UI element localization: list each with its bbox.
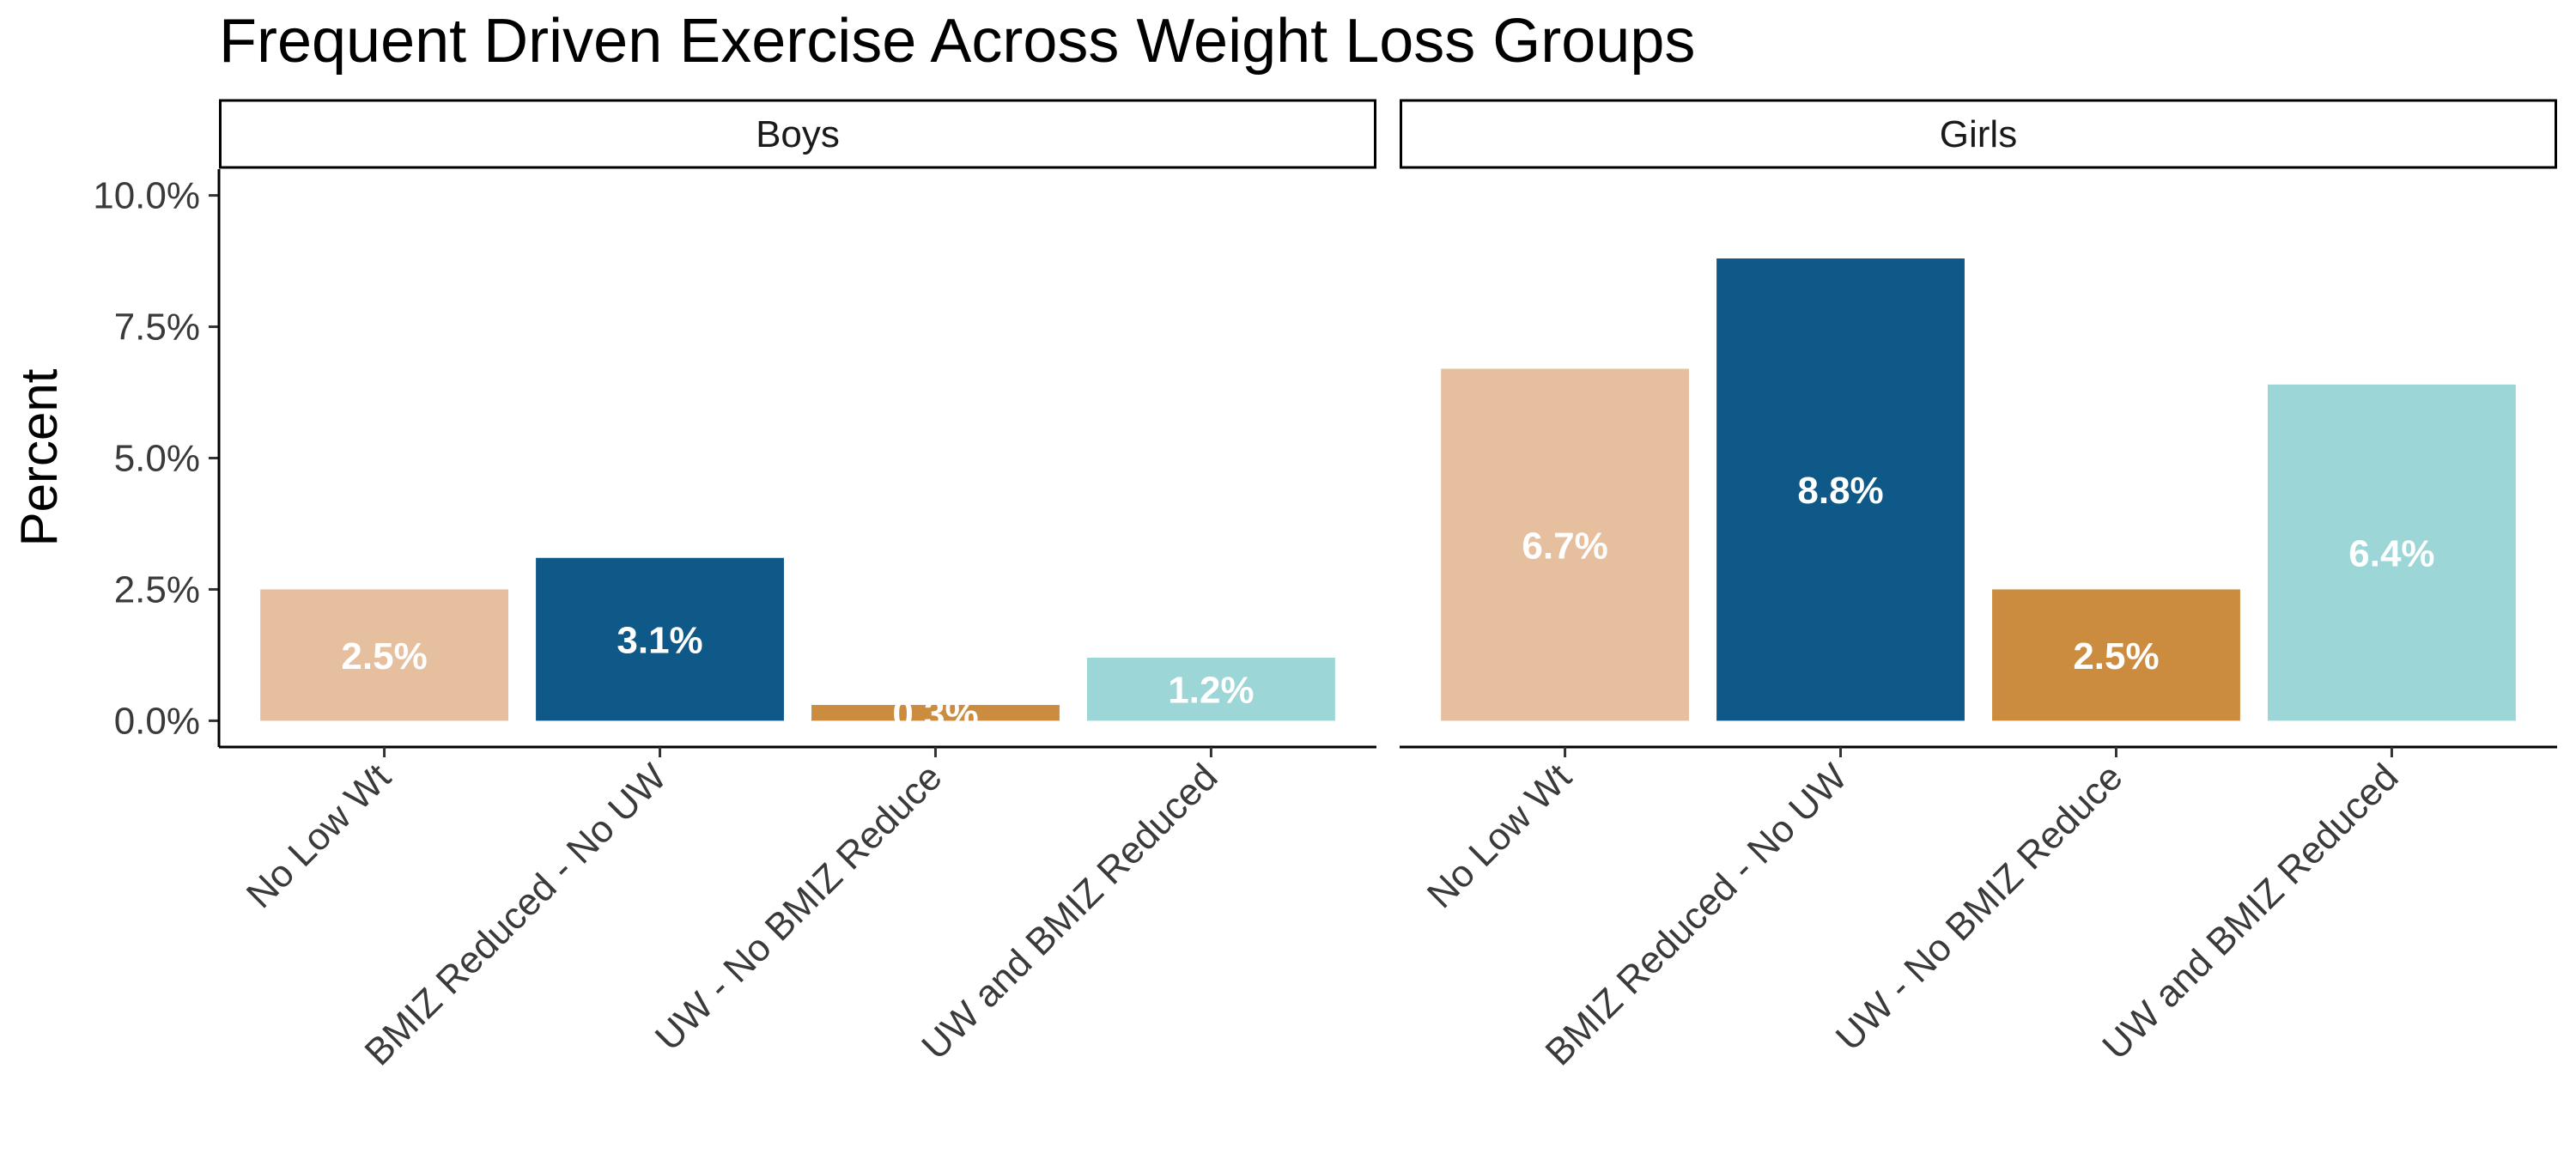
x-tick-label: UW and BMIZ Reduced (2094, 756, 2406, 1067)
y-axis-title: Percent (10, 368, 68, 546)
y-tick-label: 7.5% (114, 307, 200, 349)
x-tick-label: BMIZ Reduced - No UW (1538, 756, 1856, 1073)
bar (536, 557, 784, 721)
x-tick-label: No Low Wt (1419, 756, 1580, 916)
bar (260, 589, 508, 721)
facet-strip-label: Girls (1940, 113, 2017, 155)
facet-strip-label: Boys (756, 113, 840, 155)
y-tick-label: 2.5% (114, 568, 200, 610)
x-tick-label: UW and BMIZ Reduced (914, 756, 1225, 1067)
bar-label: 6.4% (2348, 533, 2434, 575)
bar-label: 8.8% (1797, 470, 1883, 512)
facet-strip (219, 99, 1376, 169)
bar-label: 2.5% (341, 635, 427, 677)
bar (1441, 368, 1689, 721)
bar-label: 0.3% (892, 693, 978, 735)
panels: 0.0% 2.5% 5.0% 7.5% 10.0% Boys 2.5% No Low Wt 3.… (93, 99, 2557, 1073)
bar (811, 705, 1060, 721)
bar-label: 2.5% (2073, 635, 2159, 677)
panel-boys: Boys 2.5% No Low Wt 3.1% BMIZ Reduced - No U… (217, 99, 1376, 1073)
bar (1716, 258, 1965, 721)
bar-label: 3.1% (617, 620, 702, 662)
y-tick-label: 0.0% (114, 700, 200, 742)
bar (2268, 384, 2516, 721)
chart-title: Frequent Driven Exercise Across Weight L… (219, 7, 1695, 76)
bar-label: 1.2% (1168, 670, 1254, 712)
panel-girls: Girls 6.7% No Low Wt 8.8% BMIZ Reduced - No … (1400, 99, 2557, 1073)
bar (1087, 657, 1335, 721)
y-tick-label: 10.0% (93, 175, 200, 217)
bar-label: 6.7% (1522, 525, 1607, 567)
x-tick-label: UW - No BMIZ Reduce (1828, 756, 2131, 1059)
facet-strip (1400, 99, 2557, 169)
bar (1992, 589, 2240, 721)
x-tick-label: No Low Wt (239, 756, 399, 916)
x-tick-label: BMIZ Reduced - No UW (357, 756, 675, 1073)
x-tick-label: UW - No BMIZ Reduce (647, 756, 951, 1059)
y-tick-label: 5.0% (114, 438, 200, 480)
